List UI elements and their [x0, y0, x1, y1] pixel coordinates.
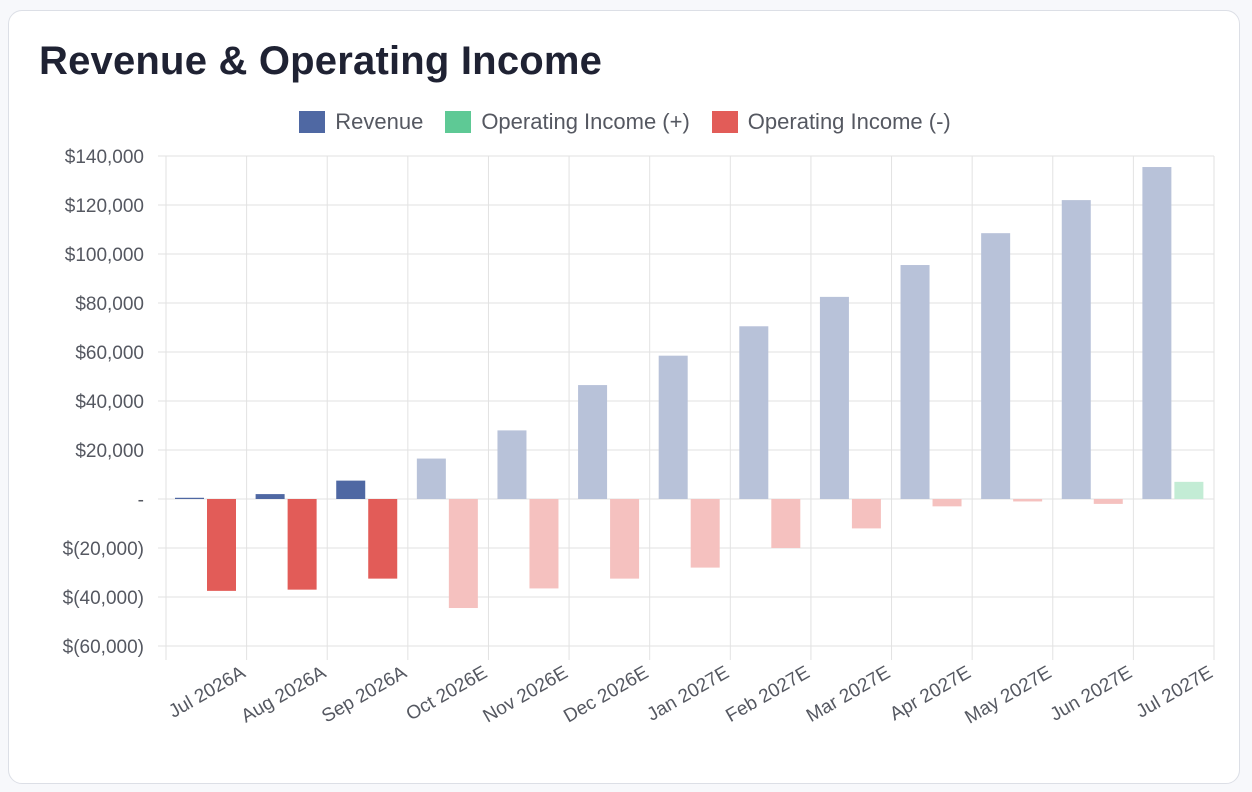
revenue-bar [900, 265, 930, 499]
operating-income-bar [448, 499, 478, 609]
x-tick-label: Apr 2027E [886, 662, 974, 725]
y-tick-label: $(60,000) [63, 637, 144, 658]
legend-item-revenue[interactable]: Revenue [299, 109, 423, 135]
x-tick-label: Aug 2026A [238, 662, 330, 727]
x-tick-label: Jul 2026A [165, 662, 249, 723]
operating-income-bar [690, 499, 720, 568]
x-tick-label: Dec 2026E [560, 662, 652, 727]
operating-income-bar [368, 499, 398, 579]
legend-swatch-revenue [299, 111, 326, 133]
revenue-bar [1061, 200, 1091, 499]
legend-label-operating-income-negative: Operating Income (-) [747, 109, 951, 134]
y-tick-label: - [138, 490, 144, 511]
x-tick-label: Jan 2027E [644, 662, 733, 726]
revenue-bar [175, 497, 204, 499]
operating-income-bar [287, 499, 317, 590]
legend-label-revenue: Revenue [335, 109, 424, 134]
y-tick-label: $120,000 [65, 196, 144, 217]
chart-title: Revenue & Operating Income [39, 39, 603, 83]
x-tick-label: Jul 2027E [1133, 662, 1217, 722]
y-tick-label: $100,000 [65, 245, 144, 266]
y-tick-label: $80,000 [75, 294, 144, 315]
x-tick-label: May 2027E [962, 662, 1056, 728]
y-tick-label: $60,000 [75, 343, 144, 364]
x-tick-label: Oct 2026E [403, 662, 491, 725]
revenue-bar [739, 326, 769, 499]
legend-item-operating-income-positive[interactable]: Operating Income (+) [445, 109, 690, 135]
operating-income-bar [207, 499, 236, 591]
x-tick-label: Jun 2027E [1047, 662, 1136, 726]
chart-legend: Revenue Operating Income (+) Operating I… [9, 109, 1241, 135]
y-tick-label: $(40,000) [63, 588, 144, 609]
chart-card: Revenue & Operating Income Revenue Opera… [8, 10, 1240, 784]
legend-swatch-operating-income-positive [445, 111, 472, 133]
operating-income-bar [1013, 499, 1043, 502]
revenue-bar [497, 430, 527, 499]
operating-income-bar [932, 499, 962, 507]
operating-income-bar [529, 499, 559, 589]
y-tick-label: $(20,000) [63, 539, 144, 560]
y-tick-label: $140,000 [65, 147, 144, 168]
y-tick-label: $40,000 [75, 392, 144, 413]
revenue-bar [981, 233, 1011, 500]
operating-income-bar [610, 499, 640, 579]
y-tick-label: $20,000 [75, 441, 144, 462]
revenue-bar [416, 458, 446, 499]
revenue-bar [1142, 167, 1172, 499]
revenue-bar [658, 355, 688, 499]
operating-income-bar [771, 499, 801, 548]
x-tick-label: Sep 2026A [318, 662, 410, 727]
revenue-bar [255, 494, 285, 499]
operating-income-bar [851, 499, 881, 529]
x-tick-label: Nov 2026E [480, 662, 572, 727]
revenue-bar [578, 385, 608, 499]
revenue-bar [336, 480, 366, 499]
legend-item-operating-income-negative[interactable]: Operating Income (-) [711, 109, 951, 135]
x-tick-label: Mar 2027E [803, 662, 894, 727]
x-tick-label: Feb 2027E [722, 662, 813, 727]
revenue-bar [819, 296, 849, 499]
legend-label-operating-income-positive: Operating Income (+) [481, 109, 690, 134]
operating-income-bar [1093, 499, 1123, 504]
legend-swatch-operating-income-negative [711, 111, 738, 133]
operating-income-bar [1174, 481, 1204, 499]
